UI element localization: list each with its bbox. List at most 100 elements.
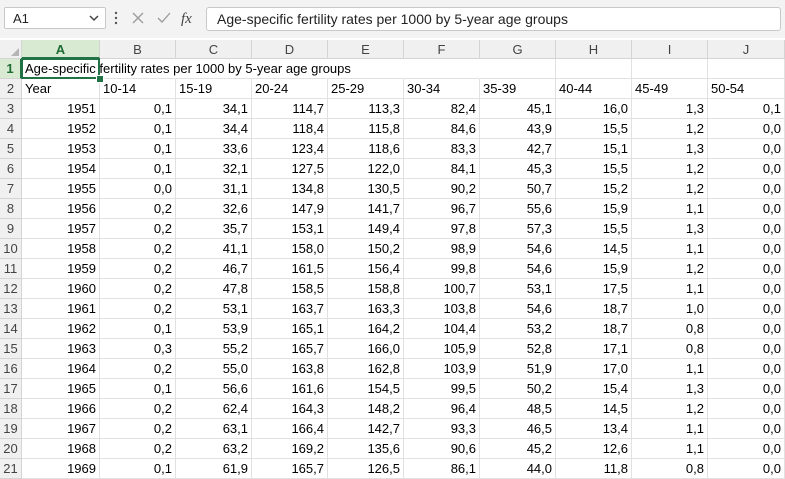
fill-handle[interactable] — [96, 75, 104, 83]
data-cell[interactable]: 0,2 — [100, 299, 176, 319]
data-cell[interactable]: 15,9 — [556, 199, 632, 219]
check-icon[interactable] — [156, 10, 172, 26]
data-cell[interactable]: 0,2 — [100, 239, 176, 259]
data-cell[interactable]: 158,5 — [252, 279, 328, 299]
row-header-12[interactable]: 12 — [0, 279, 22, 299]
data-cell[interactable]: 32,6 — [176, 199, 252, 219]
data-cell[interactable]: 1,1 — [632, 279, 708, 299]
header-cell-d[interactable]: 20-24 — [252, 79, 328, 99]
data-cell[interactable]: 1958 — [22, 239, 100, 259]
row-header-18[interactable]: 18 — [0, 399, 22, 419]
data-cell[interactable]: 47,8 — [176, 279, 252, 299]
data-cell[interactable]: 1954 — [22, 159, 100, 179]
data-cell[interactable]: 165,1 — [252, 319, 328, 339]
data-cell[interactable]: 100,7 — [404, 279, 480, 299]
data-cell[interactable]: 43,9 — [480, 119, 556, 139]
cell-h1[interactable] — [556, 59, 632, 79]
data-cell[interactable]: 0,0 — [708, 259, 785, 279]
data-cell[interactable]: 1965 — [22, 379, 100, 399]
data-cell[interactable]: 0,2 — [100, 419, 176, 439]
data-cell[interactable]: 90,6 — [404, 439, 480, 459]
data-cell[interactable]: 0,0 — [708, 379, 785, 399]
data-cell[interactable]: 14,5 — [556, 399, 632, 419]
data-cell[interactable]: 53,1 — [176, 299, 252, 319]
data-cell[interactable]: 1,2 — [632, 259, 708, 279]
row-header-7[interactable]: 7 — [0, 179, 22, 199]
data-cell[interactable]: 48,5 — [480, 399, 556, 419]
data-cell[interactable]: 1961 — [22, 299, 100, 319]
data-cell[interactable]: 83,3 — [404, 139, 480, 159]
data-cell[interactable]: 1957 — [22, 219, 100, 239]
data-cell[interactable]: 41,1 — [176, 239, 252, 259]
data-cell[interactable]: 147,9 — [252, 199, 328, 219]
row-header-19[interactable]: 19 — [0, 419, 22, 439]
data-cell[interactable]: 53,9 — [176, 319, 252, 339]
data-cell[interactable]: 0,2 — [100, 399, 176, 419]
data-cell[interactable]: 163,8 — [252, 359, 328, 379]
data-cell[interactable]: 44,0 — [480, 459, 556, 479]
data-cell[interactable]: 123,4 — [252, 139, 328, 159]
chevron-down-icon[interactable] — [87, 11, 101, 25]
data-cell[interactable]: 1966 — [22, 399, 100, 419]
data-cell[interactable]: 11,8 — [556, 459, 632, 479]
data-cell[interactable]: 96,4 — [404, 399, 480, 419]
row-header-10[interactable]: 10 — [0, 239, 22, 259]
data-cell[interactable]: 84,1 — [404, 159, 480, 179]
data-cell[interactable]: 135,6 — [328, 439, 404, 459]
header-cell-g[interactable]: 35-39 — [480, 79, 556, 99]
data-cell[interactable]: 54,6 — [480, 299, 556, 319]
header-cell-c[interactable]: 15-19 — [176, 79, 252, 99]
data-cell[interactable]: 62,4 — [176, 399, 252, 419]
data-cell[interactable]: 1962 — [22, 319, 100, 339]
data-cell[interactable]: 1,3 — [632, 379, 708, 399]
column-header-c[interactable]: C — [176, 40, 252, 59]
data-cell[interactable]: 63,2 — [176, 439, 252, 459]
data-cell[interactable]: 1969 — [22, 459, 100, 479]
data-cell[interactable]: 0,0 — [708, 399, 785, 419]
data-cell[interactable]: 15,2 — [556, 179, 632, 199]
column-header-g[interactable]: G — [480, 40, 556, 59]
data-cell[interactable]: 105,9 — [404, 339, 480, 359]
data-cell[interactable]: 154,5 — [328, 379, 404, 399]
data-cell[interactable]: 50,7 — [480, 179, 556, 199]
header-cell-e[interactable]: 25-29 — [328, 79, 404, 99]
data-cell[interactable]: 0,0 — [708, 159, 785, 179]
data-cell[interactable]: 163,7 — [252, 299, 328, 319]
data-cell[interactable]: 0,1 — [100, 159, 176, 179]
data-cell[interactable]: 55,0 — [176, 359, 252, 379]
data-cell[interactable]: 0,2 — [100, 439, 176, 459]
column-header-e[interactable]: E — [328, 40, 404, 59]
data-cell[interactable]: 34,1 — [176, 99, 252, 119]
data-cell[interactable]: 82,4 — [404, 99, 480, 119]
data-cell[interactable]: 1959 — [22, 259, 100, 279]
row-header-11[interactable]: 11 — [0, 259, 22, 279]
row-header-20[interactable]: 20 — [0, 439, 22, 459]
data-cell[interactable]: 51,9 — [480, 359, 556, 379]
data-cell[interactable]: 163,3 — [328, 299, 404, 319]
data-cell[interactable]: 127,5 — [252, 159, 328, 179]
data-cell[interactable]: 0,2 — [100, 219, 176, 239]
data-cell[interactable]: 17,0 — [556, 359, 632, 379]
data-cell[interactable]: 0,3 — [100, 339, 176, 359]
data-cell[interactable]: 1953 — [22, 139, 100, 159]
data-cell[interactable]: 1,3 — [632, 219, 708, 239]
data-cell[interactable]: 55,2 — [176, 339, 252, 359]
data-cell[interactable]: 56,6 — [176, 379, 252, 399]
data-cell[interactable]: 165,7 — [252, 339, 328, 359]
row-header-3[interactable]: 3 — [0, 99, 22, 119]
cell-f1[interactable] — [404, 59, 480, 79]
header-cell-j[interactable]: 50-54 — [708, 79, 785, 99]
data-cell[interactable]: 0,8 — [632, 459, 708, 479]
data-cell[interactable]: 99,5 — [404, 379, 480, 399]
data-cell[interactable]: 45,2 — [480, 439, 556, 459]
cell-b1[interactable] — [100, 59, 176, 79]
data-cell[interactable]: 96,7 — [404, 199, 480, 219]
header-cell-b[interactable]: 10-14 — [100, 79, 176, 99]
data-cell[interactable]: 15,4 — [556, 379, 632, 399]
data-cell[interactable]: 1,0 — [632, 299, 708, 319]
data-cell[interactable]: 0,0 — [708, 139, 785, 159]
data-cell[interactable]: 54,6 — [480, 239, 556, 259]
data-cell[interactable]: 15,5 — [556, 219, 632, 239]
data-cell[interactable]: 158,0 — [252, 239, 328, 259]
column-header-d[interactable]: D — [252, 40, 328, 59]
